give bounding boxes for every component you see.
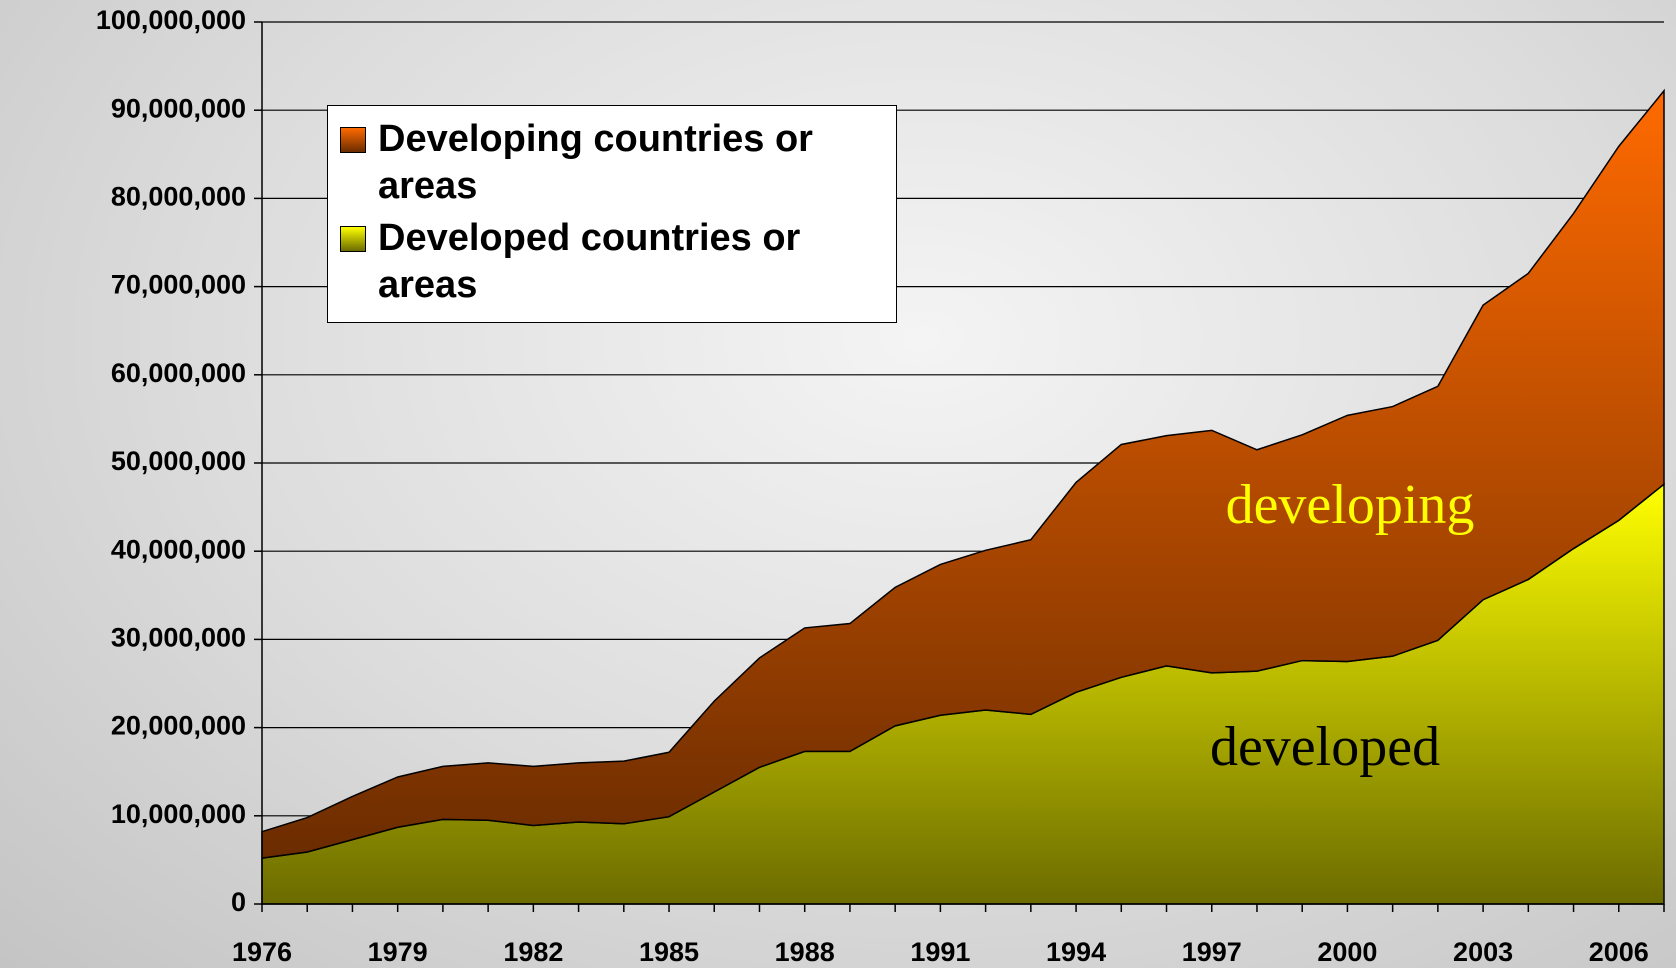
x-tick-label: 1994 [1046, 937, 1106, 967]
legend-label: Developed countries or areas [378, 215, 888, 309]
y-tick-label: 40,000,000 [111, 534, 246, 564]
y-tick-label: 80,000,000 [111, 182, 246, 212]
y-tick-label: 20,000,000 [111, 711, 246, 741]
x-tick-label: 2006 [1589, 937, 1649, 967]
legend-swatch [340, 226, 366, 252]
x-tick-label: 1985 [639, 937, 699, 967]
y-tick-label: 30,000,000 [111, 623, 246, 653]
legend-swatch [340, 127, 366, 153]
x-tick-label: 1988 [775, 937, 835, 967]
x-tick-label: 2003 [1453, 937, 1513, 967]
y-tick-label: 70,000,000 [111, 270, 246, 300]
annotation: developing [1226, 474, 1475, 536]
legend-label: Developing countries or areas [378, 116, 888, 210]
x-tick-label: 1979 [368, 937, 428, 967]
x-tick-label: 1982 [503, 937, 563, 967]
y-tick-label: 90,000,000 [111, 93, 246, 123]
legend-item: Developing countries or areas [340, 116, 888, 210]
y-tick-label: 50,000,000 [111, 446, 246, 476]
annotation: developed [1210, 716, 1440, 778]
y-tick-label: 100,000,000 [96, 5, 246, 35]
y-tick-label: 10,000,000 [111, 799, 246, 829]
y-tick-label: 0 [231, 887, 246, 917]
page: {"chart_data": {"type": "stacked-area", … [0, 0, 1676, 968]
x-tick-label: 1997 [1182, 937, 1242, 967]
legend-item: Developed countries or areas [340, 215, 888, 309]
y-tick-label: 60,000,000 [111, 358, 246, 388]
x-tick-label: 1976 [232, 937, 292, 967]
x-tick-label: 2000 [1317, 937, 1377, 967]
x-tick-label: 1991 [910, 937, 970, 967]
